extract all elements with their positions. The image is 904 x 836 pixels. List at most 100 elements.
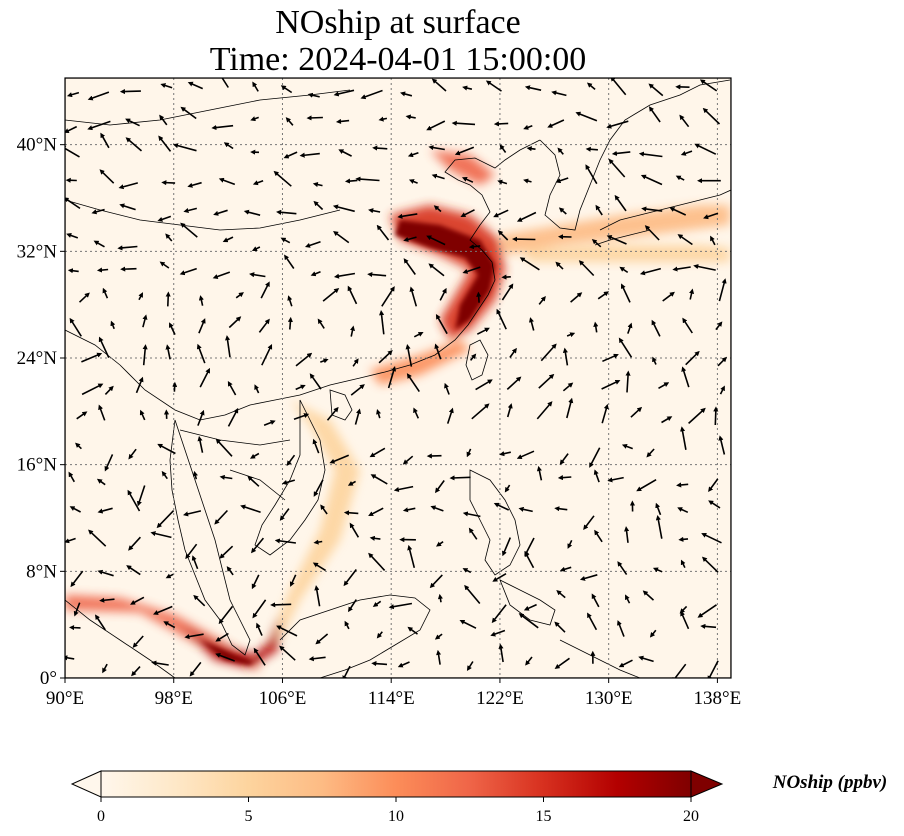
wind-arrow xyxy=(142,314,148,328)
wind-arrow xyxy=(240,504,261,513)
wind-arrow xyxy=(161,470,168,480)
wind-arrow xyxy=(304,240,321,248)
wind-arrow xyxy=(367,271,387,278)
wind-arrow xyxy=(413,407,420,419)
map-border xyxy=(64,77,732,679)
wind-arrow xyxy=(426,120,446,131)
wind-arrow xyxy=(343,510,359,516)
wind-arrow xyxy=(81,352,103,363)
colorbar-extend-max xyxy=(690,770,724,798)
wind-arrow xyxy=(70,570,84,588)
wind-arrow xyxy=(98,404,106,421)
wind-arrow xyxy=(193,594,206,607)
wind-arrow xyxy=(274,538,297,544)
colorbar-title: NOship (ppbv) xyxy=(772,772,888,793)
wind-arrow xyxy=(139,409,146,421)
wind-arrow xyxy=(630,406,643,418)
wind-arrow xyxy=(343,569,357,587)
wind-arrow xyxy=(444,382,450,395)
wind-arrow xyxy=(413,332,424,338)
wind-arrow xyxy=(347,599,357,613)
wind-arrow xyxy=(283,151,298,159)
wind-arrow xyxy=(376,409,381,419)
wind-arrow xyxy=(66,233,79,239)
wind-arrow xyxy=(491,604,507,624)
wind-arrow xyxy=(646,448,655,458)
wind-arrow xyxy=(555,177,569,184)
map-panel xyxy=(65,78,731,678)
wind-arrow xyxy=(250,116,259,122)
wind-arrow xyxy=(594,529,603,543)
wind-arrow xyxy=(332,204,355,213)
wind-arrow xyxy=(284,254,295,269)
wind-arrow xyxy=(333,89,355,97)
wind-arrow xyxy=(638,655,654,663)
wind-arrow xyxy=(652,356,657,365)
wind-arrow xyxy=(287,316,293,330)
wind-arrow xyxy=(475,379,493,391)
wind-arrow xyxy=(320,504,328,515)
wind-arrow xyxy=(402,455,414,465)
wind-arrow xyxy=(215,632,229,642)
wind-arrow xyxy=(719,385,725,395)
wind-arrow xyxy=(125,137,143,152)
wind-arrow xyxy=(462,511,481,518)
wind-arrow xyxy=(703,212,719,220)
wind-arrow xyxy=(312,182,323,188)
wind-arrow xyxy=(285,117,294,126)
wind-arrow xyxy=(685,350,700,366)
wind-arrow xyxy=(117,245,138,251)
wind-arrow xyxy=(280,237,291,244)
wind-arrow xyxy=(701,556,719,573)
wind-arrow xyxy=(619,266,629,274)
wind-arrow xyxy=(718,278,727,302)
wind-arrow xyxy=(273,170,292,187)
wind-arrow xyxy=(717,356,728,367)
wind-arrow xyxy=(554,657,570,669)
wind-arrow xyxy=(136,485,146,507)
wind-arrow xyxy=(183,207,197,213)
wind-arrow xyxy=(436,541,444,547)
wind-arrow xyxy=(355,176,380,182)
wind-arrow xyxy=(98,336,110,359)
x-tick-label: 114°E xyxy=(368,688,415,709)
wind-arrow xyxy=(524,551,535,569)
wind-arrow xyxy=(585,146,598,152)
wind-arrow xyxy=(476,327,490,335)
wind-arrow xyxy=(538,295,546,305)
colorbar-tick-label: 10 xyxy=(388,808,404,825)
wind-arrow xyxy=(263,420,276,427)
wind-arrow xyxy=(227,380,237,396)
wind-arrow xyxy=(497,230,509,241)
wind-arrow xyxy=(131,666,141,677)
wind-arrow xyxy=(165,291,171,307)
wind-arrow xyxy=(192,470,198,480)
wind-arrow xyxy=(523,603,537,611)
wind-arrow xyxy=(165,573,174,579)
wind-arrow xyxy=(68,471,75,483)
y-tick-label: 40°N xyxy=(17,135,58,156)
wind-arrow xyxy=(183,510,202,517)
wind-arrow xyxy=(218,177,236,186)
wind-arrow xyxy=(557,475,572,481)
wind-arrow xyxy=(642,590,655,601)
wind-arrow xyxy=(602,353,619,363)
wind-arrow xyxy=(426,235,446,246)
wind-arrow xyxy=(65,655,75,661)
wind-arrow xyxy=(708,500,721,509)
wind-arrow xyxy=(326,406,339,421)
wind-arrow xyxy=(585,164,598,185)
wind-arrow xyxy=(405,343,413,367)
wind-arrow xyxy=(625,370,631,393)
wind-arrow xyxy=(102,287,109,299)
wind-arrow xyxy=(110,320,116,330)
wind-arrow xyxy=(317,318,325,329)
wind-arrow xyxy=(547,119,565,128)
wind-arrow xyxy=(119,203,136,211)
wind-arrow xyxy=(641,206,663,212)
wind-arrow xyxy=(485,80,502,92)
concentration-field xyxy=(65,150,730,670)
x-tick-label: 98°E xyxy=(155,688,193,709)
y-axis: 0° 8°N 16°N 24°N 32°N 40°N xyxy=(17,135,65,689)
wind-arrow xyxy=(606,235,627,245)
